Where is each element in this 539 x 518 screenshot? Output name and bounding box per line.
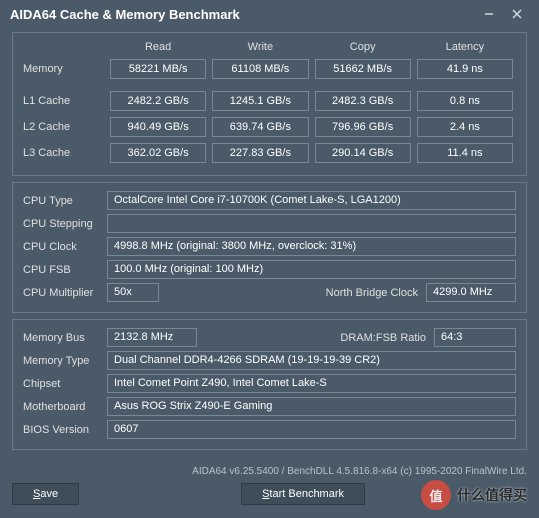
row-l1: L1 Cache 2482.2 GB/s 1245.1 GB/s 2482.3 … <box>23 91 516 111</box>
start-benchmark-button[interactable]: Start Benchmark <box>241 483 365 505</box>
memory-panel: Memory Bus 2132.8 MHz DRAM:FSB Ratio 64:… <box>12 319 527 450</box>
l3-copy: 290.14 GB/s <box>315 143 411 163</box>
row-l2: L2 Cache 940.49 GB/s 639.74 GB/s 796.96 … <box>23 117 516 137</box>
minimize-button[interactable] <box>475 4 503 24</box>
l2-read: 940.49 GB/s <box>110 117 206 137</box>
main-content: Read Write Copy Latency Memory 58221 MB/… <box>0 28 539 464</box>
memory-read: 58221 MB/s <box>110 59 206 79</box>
memory-copy: 51662 MB/s <box>315 59 411 79</box>
label-motherboard: Motherboard <box>23 401 107 413</box>
memory-latency: 41.9 ns <box>417 59 513 79</box>
l1-latency: 0.8 ns <box>417 91 513 111</box>
memory-write: 61108 MB/s <box>212 59 308 79</box>
label-cpu-fsb: CPU FSB <box>23 264 107 276</box>
l3-latency: 11.4 ns <box>417 143 513 163</box>
l3-read: 362.02 GB/s <box>110 143 206 163</box>
window-title: AIDA64 Cache & Memory Benchmark <box>10 7 240 22</box>
dram-ratio: 64:3 <box>434 328 516 347</box>
row-memory: Memory 58221 MB/s 61108 MB/s 51662 MB/s … <box>23 59 516 79</box>
col-copy: Copy <box>312 41 414 53</box>
header-row: Read Write Copy Latency <box>23 41 516 53</box>
l2-latency: 2.4 ns <box>417 117 513 137</box>
col-write: Write <box>209 41 311 53</box>
col-read: Read <box>107 41 209 53</box>
mem-bus: 2132.8 MHz <box>107 328 197 347</box>
close-button[interactable] <box>503 4 531 24</box>
label-cpu-type: CPU Type <box>23 195 107 207</box>
mem-type: Dual Channel DDR4-4266 SDRAM (19-19-19-3… <box>107 351 516 370</box>
label-l2: L2 Cache <box>23 121 107 133</box>
cpu-mult: 50x <box>107 283 159 302</box>
label-mem-bus: Memory Bus <box>23 332 107 344</box>
l1-copy: 2482.3 GB/s <box>315 91 411 111</box>
label-cpu-mult: CPU Multiplier <box>23 287 107 299</box>
watermark-icon: 值 <box>421 480 451 510</box>
row-l3: L3 Cache 362.02 GB/s 227.83 GB/s 290.14 … <box>23 143 516 163</box>
label-mem-type: Memory Type <box>23 355 107 367</box>
version-footer: AIDA64 v6.25.5400 / BenchDLL 4.5.816.8-x… <box>0 464 539 477</box>
cpu-stepping <box>107 214 516 233</box>
chipset: Intel Comet Point Z490, Intel Comet Lake… <box>107 374 516 393</box>
label-l3: L3 Cache <box>23 147 107 159</box>
label-bios: BIOS Version <box>23 424 107 436</box>
label-nbclk: North Bridge Clock <box>159 287 426 299</box>
l2-write: 639.74 GB/s <box>212 117 308 137</box>
cpu-clock: 4998.8 MHz (original: 3800 MHz, overcloc… <box>107 237 516 256</box>
label-chipset: Chipset <box>23 378 107 390</box>
benchmark-panel: Read Write Copy Latency Memory 58221 MB/… <box>12 32 527 176</box>
bios-version: 0607 <box>107 420 516 439</box>
l1-read: 2482.2 GB/s <box>110 91 206 111</box>
title-bar: AIDA64 Cache & Memory Benchmark <box>0 0 539 28</box>
cpu-fsb: 100.0 MHz (original: 100 MHz) <box>107 260 516 279</box>
cpu-panel: CPU TypeOctalCore Intel Core i7-10700K (… <box>12 182 527 313</box>
l2-copy: 796.96 GB/s <box>315 117 411 137</box>
cpu-type: OctalCore Intel Core i7-10700K (Comet La… <box>107 191 516 210</box>
label-cpu-clock: CPU Clock <box>23 241 107 253</box>
motherboard: Asus ROG Strix Z490-E Gaming <box>107 397 516 416</box>
l1-write: 1245.1 GB/s <box>212 91 308 111</box>
label-memory: Memory <box>23 63 107 75</box>
save-button[interactable]: Save <box>12 483 79 505</box>
label-dram-ratio: DRAM:FSB Ratio <box>197 332 434 344</box>
watermark: 值 什么值得买 <box>421 480 527 510</box>
l3-write: 227.83 GB/s <box>212 143 308 163</box>
label-l1: L1 Cache <box>23 95 107 107</box>
col-latency: Latency <box>414 41 516 53</box>
watermark-text: 什么值得买 <box>457 485 527 505</box>
label-cpu-stepping: CPU Stepping <box>23 218 107 230</box>
nbclk: 4299.0 MHz <box>426 283 516 302</box>
